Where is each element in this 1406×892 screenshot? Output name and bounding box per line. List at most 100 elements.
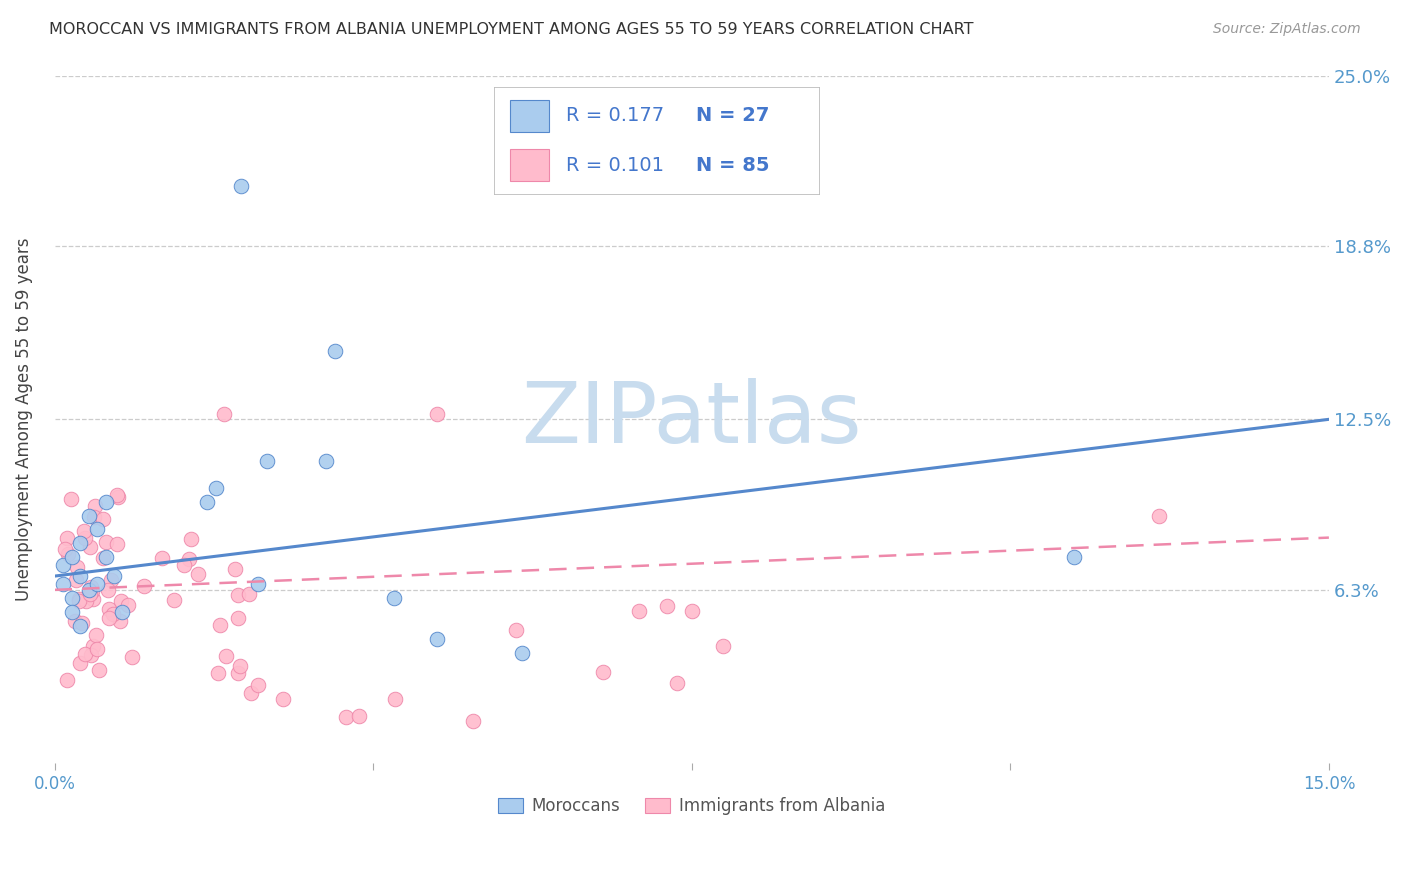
Point — [163, 592, 186, 607]
Point — [197, 495, 219, 509]
Point — [56, 547, 79, 561]
Point — [214, 407, 236, 421]
Point — [75, 593, 97, 607]
Point — [105, 488, 128, 502]
Point — [69, 569, 91, 583]
Point — [97, 582, 120, 597]
Point — [83, 510, 105, 524]
Point — [52, 577, 75, 591]
Point — [384, 692, 406, 706]
Point — [426, 407, 449, 421]
Point — [382, 591, 405, 606]
Point — [628, 604, 651, 618]
Point — [79, 587, 101, 601]
Point — [86, 522, 108, 536]
Point — [665, 676, 688, 690]
Point — [681, 604, 703, 618]
Point — [80, 648, 103, 663]
Point — [93, 551, 115, 566]
Point — [173, 558, 195, 573]
Point — [315, 453, 337, 467]
Point — [256, 453, 278, 467]
Point — [69, 593, 91, 607]
Point — [347, 708, 370, 723]
Point — [65, 573, 87, 587]
Point — [107, 490, 129, 504]
Point — [100, 573, 122, 587]
Point — [82, 591, 104, 606]
Point — [103, 569, 125, 583]
Point — [60, 549, 83, 564]
Point — [177, 552, 200, 566]
Point — [226, 611, 249, 625]
Point — [426, 632, 449, 647]
Point — [207, 665, 229, 680]
Point — [1063, 549, 1085, 564]
Point — [111, 605, 134, 619]
Point — [73, 647, 96, 661]
Point — [215, 649, 238, 664]
Point — [271, 691, 294, 706]
Point — [67, 592, 90, 607]
Text: MOROCCAN VS IMMIGRANTS FROM ALBANIA UNEMPLOYMENT AMONG AGES 55 TO 59 YEARS CORRE: MOROCCAN VS IMMIGRANTS FROM ALBANIA UNEM… — [49, 22, 974, 37]
Point — [98, 602, 121, 616]
Point — [87, 664, 110, 678]
Point — [59, 491, 82, 506]
Point — [108, 614, 131, 628]
Point — [247, 678, 270, 692]
Point — [79, 540, 101, 554]
Point — [657, 599, 679, 613]
Point — [224, 562, 246, 576]
Point — [80, 580, 103, 594]
Point — [463, 714, 485, 728]
Point — [77, 585, 100, 599]
Point — [73, 524, 96, 539]
Point — [231, 178, 253, 193]
Point — [84, 499, 107, 513]
Point — [510, 646, 533, 660]
Point — [94, 535, 117, 549]
Point — [94, 549, 117, 564]
Point — [77, 582, 100, 597]
Point — [247, 577, 270, 591]
Point — [84, 628, 107, 642]
Point — [238, 587, 260, 601]
Point — [592, 665, 614, 680]
Point — [1147, 508, 1170, 523]
Point — [63, 614, 86, 628]
Point — [121, 650, 143, 665]
Point — [60, 605, 83, 619]
Y-axis label: Unemployment Among Ages 55 to 59 years: Unemployment Among Ages 55 to 59 years — [15, 237, 32, 601]
Point — [187, 567, 209, 582]
Point — [56, 673, 79, 688]
Point — [56, 531, 79, 545]
Point — [132, 578, 155, 592]
Point — [226, 666, 249, 681]
Point — [110, 594, 132, 608]
Point — [152, 550, 174, 565]
Point — [66, 559, 89, 574]
Point — [53, 542, 76, 557]
Point — [52, 558, 75, 573]
Point — [226, 588, 249, 602]
Point — [86, 577, 108, 591]
Legend: Moroccans, Immigrants from Albania: Moroccans, Immigrants from Albania — [489, 789, 893, 823]
Point — [69, 536, 91, 550]
Point — [69, 656, 91, 670]
Text: ZIPatlas: ZIPatlas — [522, 378, 862, 461]
Point — [229, 659, 252, 673]
Point — [60, 591, 83, 606]
Point — [97, 611, 120, 625]
Point — [180, 532, 202, 546]
Point — [323, 343, 346, 358]
Point — [208, 618, 231, 632]
Point — [69, 618, 91, 632]
Point — [75, 531, 97, 545]
Point — [82, 639, 104, 653]
Point — [335, 710, 357, 724]
Point — [91, 511, 114, 525]
Point — [105, 537, 128, 551]
Point — [86, 641, 108, 656]
Point — [82, 584, 104, 599]
Point — [70, 615, 93, 630]
